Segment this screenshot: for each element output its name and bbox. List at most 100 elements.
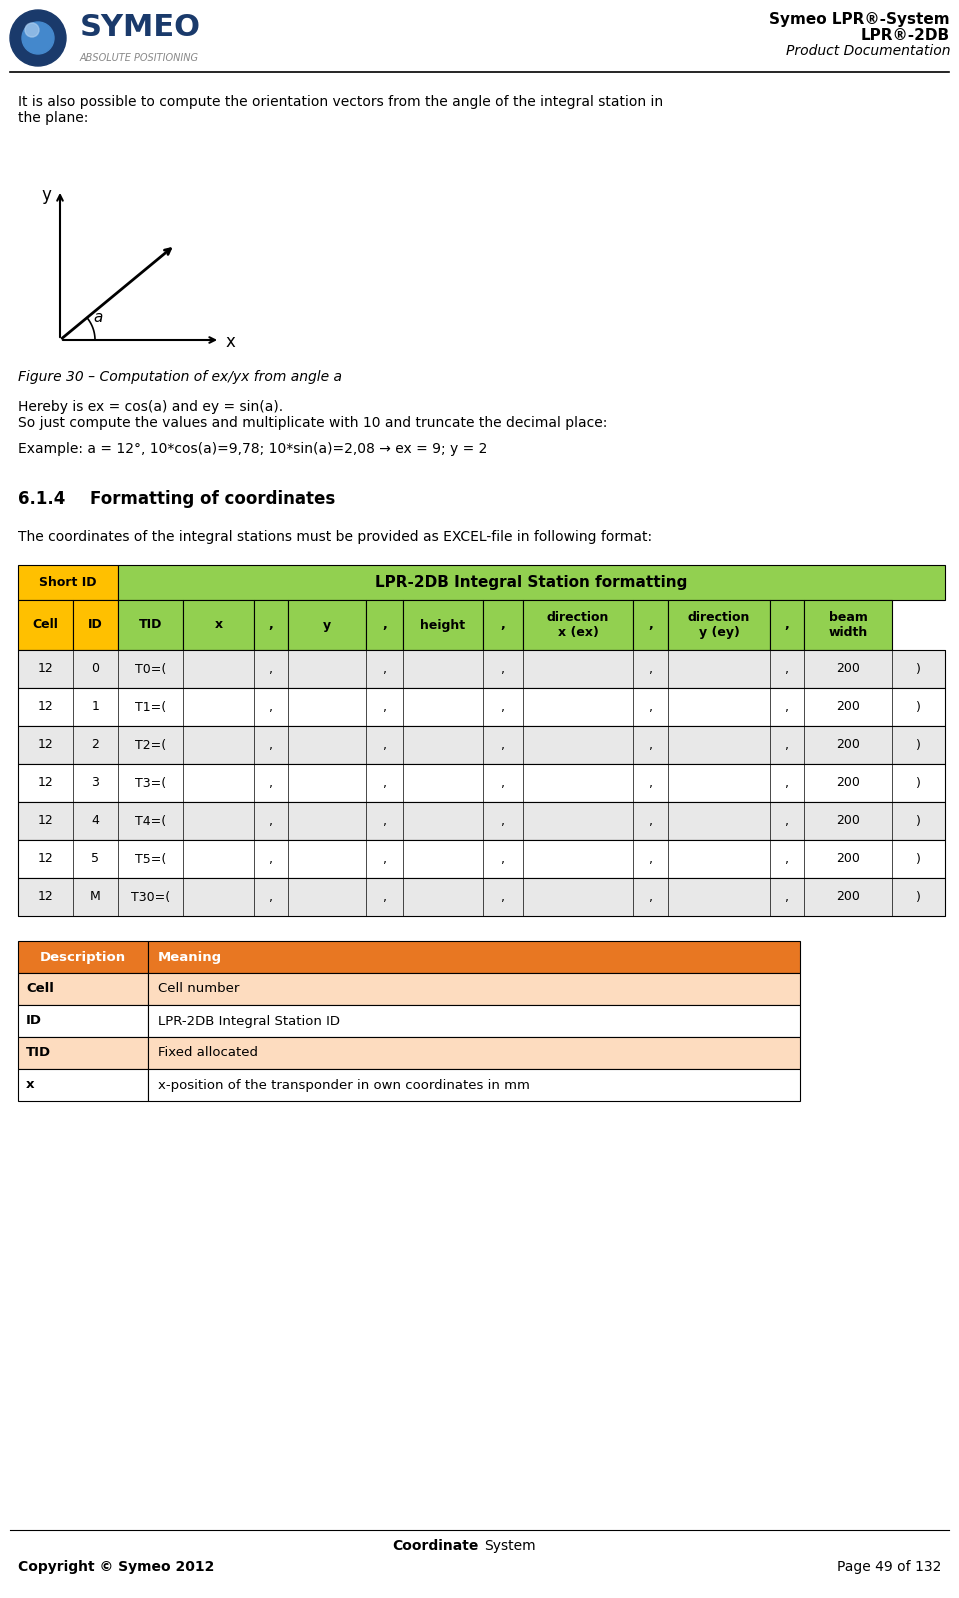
FancyBboxPatch shape [148,1037,800,1069]
Text: ,: , [785,852,789,866]
Text: ,: , [501,815,505,828]
Text: Cell number: Cell number [158,983,240,996]
FancyBboxPatch shape [18,764,945,802]
Text: ,: , [648,777,652,789]
FancyBboxPatch shape [148,973,800,1005]
Text: Cell: Cell [26,983,54,996]
Text: 1: 1 [91,700,100,713]
Text: The coordinates of the integral stations must be provided as EXCEL-file in follo: The coordinates of the integral stations… [18,531,652,543]
Text: 12: 12 [37,738,54,751]
Text: ,: , [383,777,386,789]
Text: ,: , [383,738,386,751]
Text: T0=(: T0=( [135,663,166,676]
Text: ,: , [648,618,653,631]
Text: T2=(: T2=( [135,738,166,751]
FancyBboxPatch shape [18,802,945,841]
Text: Hereby is ex = cos(a) and ey = sin(a).
So just compute the values and multiplica: Hereby is ex = cos(a) and ey = sin(a). S… [18,400,607,430]
Text: It is also possible to compute the orientation vectors from the angle of the int: It is also possible to compute the orien… [18,94,663,125]
FancyBboxPatch shape [770,599,804,650]
FancyBboxPatch shape [18,877,945,916]
Text: 12: 12 [37,890,54,903]
Text: T4=(: T4=( [135,815,166,828]
Text: SYMEO: SYMEO [80,13,201,43]
Text: T30=(: T30=( [131,890,170,903]
Text: ,: , [785,738,789,751]
Circle shape [25,22,39,37]
Text: LPR-2DB Integral Station formatting: LPR-2DB Integral Station formatting [375,575,688,590]
Text: 6.1.4: 6.1.4 [18,491,65,508]
FancyBboxPatch shape [366,599,403,650]
Text: ID: ID [88,618,103,631]
Text: Short ID: Short ID [39,575,97,590]
FancyBboxPatch shape [668,599,770,650]
Text: ,: , [501,663,505,676]
FancyBboxPatch shape [18,1037,148,1069]
Text: Figure 30 – Computation of ex/yx from angle a: Figure 30 – Computation of ex/yx from an… [18,371,342,384]
Text: x-position of the transponder in own coordinates in mm: x-position of the transponder in own coo… [158,1079,530,1091]
Text: ,: , [785,777,789,789]
Text: TID: TID [139,618,162,631]
Text: 200: 200 [836,738,860,751]
Text: ,: , [648,700,652,713]
Text: ,: , [785,890,789,903]
Text: 4: 4 [91,815,100,828]
Text: ,: , [269,618,273,631]
Text: Meaning: Meaning [158,951,222,964]
Text: ,: , [383,890,386,903]
Text: ): ) [916,738,921,751]
Circle shape [22,22,54,54]
FancyBboxPatch shape [148,941,800,973]
Text: ,: , [784,618,789,631]
Text: System: System [484,1539,536,1553]
Text: Product Documentation: Product Documentation [785,45,950,58]
Text: Coordinate: Coordinate [392,1539,479,1553]
Text: Page 49 of 132: Page 49 of 132 [836,1560,941,1574]
Text: ,: , [648,738,652,751]
FancyBboxPatch shape [483,599,523,650]
FancyBboxPatch shape [18,1005,148,1037]
Text: Symeo LPR®-System: Symeo LPR®-System [769,13,950,27]
Text: 3: 3 [91,777,100,789]
FancyBboxPatch shape [18,841,945,877]
FancyBboxPatch shape [254,599,288,650]
Text: direction
x (ex): direction x (ex) [547,610,609,639]
FancyBboxPatch shape [18,973,148,1005]
Text: ,: , [501,852,505,866]
Text: 12: 12 [37,815,54,828]
Text: ,: , [501,618,505,631]
Text: ,: , [269,700,273,713]
FancyBboxPatch shape [18,1069,148,1101]
Text: ,: , [501,890,505,903]
FancyBboxPatch shape [403,599,483,650]
Text: ): ) [916,890,921,903]
Text: 200: 200 [836,815,860,828]
FancyBboxPatch shape [18,689,945,725]
Text: ,: , [383,815,386,828]
FancyBboxPatch shape [118,599,183,650]
Circle shape [10,10,66,66]
Text: ,: , [269,890,273,903]
Text: height: height [420,618,465,631]
Text: ,: , [383,663,386,676]
Text: M: M [90,890,101,903]
Text: 12: 12 [37,700,54,713]
Text: LPR®-2DB: LPR®-2DB [861,29,950,43]
FancyBboxPatch shape [18,566,118,599]
Text: x: x [215,618,222,631]
Text: ,: , [269,852,273,866]
Text: Formatting of coordinates: Formatting of coordinates [90,491,336,508]
Text: ID: ID [26,1015,42,1028]
Text: ,: , [383,700,386,713]
FancyBboxPatch shape [18,725,945,764]
FancyBboxPatch shape [183,599,254,650]
Text: ,: , [501,777,505,789]
Text: ,: , [648,663,652,676]
Text: 200: 200 [836,890,860,903]
Text: 12: 12 [37,852,54,866]
Text: T1=(: T1=( [135,700,166,713]
FancyBboxPatch shape [148,1005,800,1037]
Text: ): ) [916,815,921,828]
Text: 200: 200 [836,777,860,789]
Text: 0: 0 [91,663,100,676]
Text: beam
width: beam width [829,610,868,639]
